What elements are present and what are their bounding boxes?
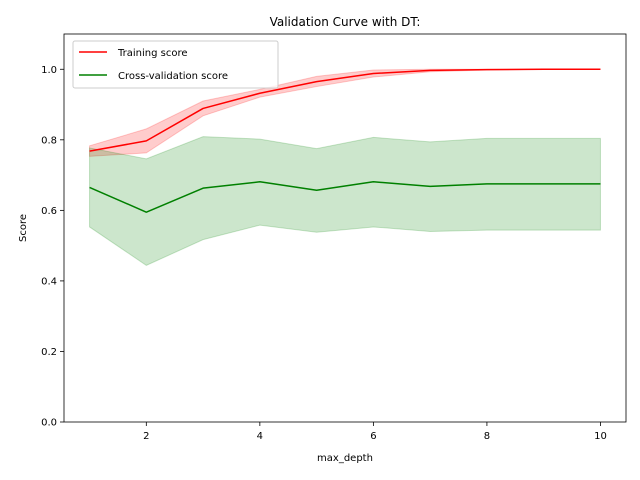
legend: Training score Cross-validation score xyxy=(72,40,279,89)
confidence-bands xyxy=(89,68,601,266)
x-tick-label: 2 xyxy=(143,431,149,442)
x-axis-ticks: 2 4 6 8 10 xyxy=(143,422,607,442)
legend-label-cross-validation: Cross-validation score xyxy=(118,71,228,82)
legend-label-training: Training score xyxy=(117,48,188,59)
x-tick-label: 8 xyxy=(484,431,490,442)
y-tick-label: 0.0 xyxy=(41,418,57,429)
plot-area xyxy=(64,34,626,422)
training-score-line xyxy=(89,68,601,152)
y-axis-ticks: 0.0 0.2 0.4 0.6 0.8 1.0 xyxy=(41,65,64,429)
x-axis-label: max_depth xyxy=(317,453,373,464)
legend-frame xyxy=(72,40,279,89)
plot-frame xyxy=(63,33,627,423)
y-axis-label: Score xyxy=(18,214,29,242)
y-tick-label: 1.0 xyxy=(41,65,57,76)
cross-validation-score-band xyxy=(89,136,601,266)
x-tick-label: 4 xyxy=(257,431,263,442)
y-tick-label: 0.2 xyxy=(41,347,57,358)
series-lines xyxy=(89,68,601,213)
x-tick-label: 6 xyxy=(370,431,376,442)
y-tick-label: 0.4 xyxy=(41,276,57,287)
y-tick-label: 0.8 xyxy=(41,135,57,146)
y-tick-label: 0.6 xyxy=(41,206,57,217)
cross-validation-score-line xyxy=(89,181,601,213)
chart-title: Validation Curve with DT: xyxy=(270,15,421,29)
x-tick-label: 10 xyxy=(594,431,607,442)
